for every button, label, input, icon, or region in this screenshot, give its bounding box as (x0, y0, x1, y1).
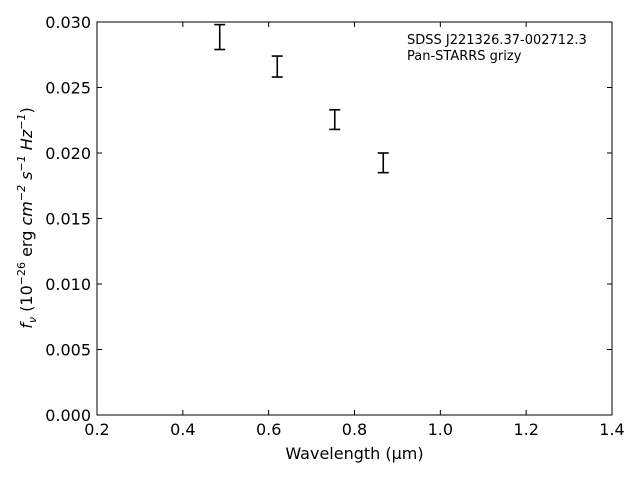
annotation-object-name: SDSS J221326.37-002712.3 (407, 33, 587, 48)
data-point-errorbar (377, 152, 389, 174)
data-point-errorbar (271, 55, 283, 78)
x-axis-title: Wavelength (μm) (285, 444, 423, 463)
x-tick-label: 0.4 (170, 420, 195, 439)
y-tick-label: 0.030 (45, 13, 91, 32)
x-tick-label: 0.6 (256, 420, 281, 439)
x-tick-label: 1.0 (428, 420, 453, 439)
y-tick-label: 0.025 (45, 79, 91, 98)
plot-frame (96, 21, 613, 416)
y-tick-label: 0.000 (45, 406, 91, 425)
tick-labels: 0.2 0.4 0.6 0.8 1.0 1.2 1.4 0.000 0.005 0.010 0.01… (45, 13, 625, 439)
y-axis-title: fν (10−26 erg cm−2 s−1 Hz−1) (15, 107, 39, 328)
x-tick-label: 1.2 (513, 420, 538, 439)
annotation-survey: Pan-STARRS grizy (407, 49, 522, 64)
y-tick-label: 0.010 (45, 275, 91, 294)
ticks (96, 21, 613, 416)
y-tick-label: 0.015 (45, 210, 91, 229)
errorbars (214, 23, 389, 174)
x-tick-label: 0.2 (84, 420, 109, 439)
y-tick-label: 0.020 (45, 144, 91, 163)
x-tick-label: 0.8 (342, 420, 367, 439)
y-tick-label: 0.005 (45, 341, 91, 360)
data-point-errorbar (214, 23, 226, 51)
x-tick-label: 1.4 (599, 420, 624, 439)
data-point-errorbar (329, 108, 341, 131)
